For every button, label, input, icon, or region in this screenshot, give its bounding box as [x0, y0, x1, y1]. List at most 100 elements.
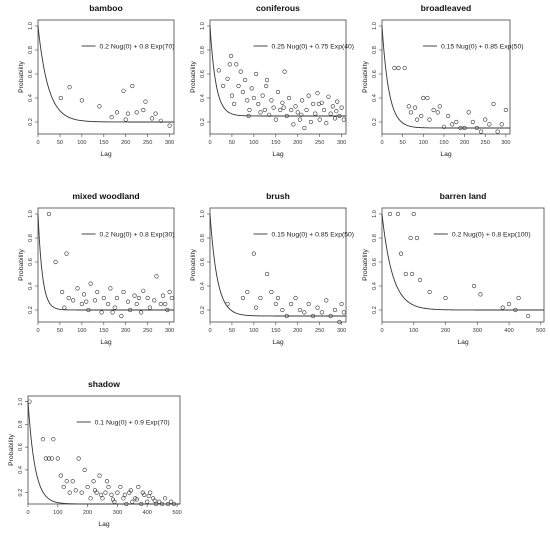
- data-point: [109, 492, 114, 498]
- data-point: [106, 484, 111, 490]
- data-point: [58, 473, 63, 478]
- plot-frame: [209, 207, 347, 323]
- plot-frame: [209, 19, 347, 135]
- data-point: [306, 301, 311, 307]
- data-point: [146, 493, 151, 499]
- data-point: [163, 301, 168, 307]
- data-point: [106, 301, 111, 307]
- x-tick-label: 100: [249, 328, 258, 334]
- data-point: [256, 101, 261, 107]
- data-point: [67, 85, 72, 90]
- y-tick-label: 0.4: [372, 94, 378, 102]
- y-tick-label: 0.4: [18, 466, 24, 474]
- y-tick-label: 1.0: [200, 210, 206, 218]
- data-point: [282, 69, 287, 74]
- data-point: [225, 301, 230, 307]
- data-point: [289, 107, 294, 113]
- data-point: [487, 122, 492, 127]
- data-point: [454, 119, 459, 125]
- y-tick-label: 1.0: [18, 398, 24, 406]
- data-point: [300, 98, 305, 103]
- data-point: [304, 107, 309, 113]
- data-point: [141, 288, 146, 293]
- data-point: [136, 484, 141, 490]
- data-point: [478, 292, 483, 297]
- y-axis-label: Probability: [362, 61, 369, 93]
- y-tick-label: 0.6: [28, 258, 34, 266]
- data-point: [247, 107, 252, 113]
- data-point: [478, 129, 484, 134]
- data-point: [88, 281, 93, 286]
- data-point: [403, 271, 408, 277]
- data-point: [302, 310, 307, 315]
- data-point: [466, 110, 471, 115]
- y-tick-label: 1.0: [372, 210, 378, 218]
- y-tick-label: 0.2: [200, 306, 206, 314]
- data-point: [332, 116, 338, 121]
- data-point: [62, 305, 67, 310]
- data-point: [82, 467, 87, 472]
- data-point: [79, 98, 84, 103]
- y-tick-label: 0.8: [18, 421, 24, 429]
- data-point: [108, 286, 113, 291]
- data-point: [260, 93, 265, 98]
- data-point: [443, 295, 448, 301]
- data-point: [134, 301, 139, 307]
- data-point: [280, 100, 285, 105]
- x-tick-label: 300: [337, 328, 346, 334]
- x-tick-label: 50: [229, 328, 235, 334]
- x-tick-label: 100: [77, 328, 86, 334]
- data-point: [499, 122, 504, 127]
- x-tick-label: 0: [208, 328, 211, 334]
- data-point: [132, 293, 137, 298]
- plot-frame: [37, 207, 175, 323]
- y-axis-label: Probability: [18, 61, 25, 93]
- data-point: [227, 62, 232, 67]
- data-point: [264, 83, 269, 89]
- data-point: [398, 251, 404, 256]
- data-point: [337, 113, 342, 119]
- x-tick-label: 200: [83, 510, 92, 516]
- data-point: [315, 91, 320, 96]
- data-point: [98, 492, 104, 498]
- data-point: [109, 115, 114, 120]
- y-axis-label: Probability: [18, 249, 25, 281]
- data-point: [158, 118, 163, 123]
- plot-frame: [27, 395, 181, 505]
- data-point: [273, 301, 278, 307]
- data-point: [319, 310, 324, 315]
- legend-label: 0.2 Nug(0) + 0.8 Exp(30): [100, 231, 175, 238]
- data-point: [273, 117, 278, 122]
- data-point: [291, 122, 296, 127]
- data-point: [269, 289, 274, 295]
- x-tick-label: 400: [143, 510, 152, 516]
- data-point: [27, 399, 32, 404]
- data-point: [104, 479, 110, 484]
- data-point: [299, 112, 304, 117]
- data-point: [427, 289, 432, 295]
- data-point: [284, 113, 289, 119]
- data-point: [458, 125, 463, 131]
- data-point: [408, 110, 414, 115]
- y-tick-label: 0.2: [28, 118, 34, 126]
- data-point: [406, 104, 411, 109]
- data-point: [437, 104, 442, 109]
- data-point: [297, 117, 303, 122]
- x-tick-label: 150: [271, 140, 280, 146]
- data-point: [225, 76, 230, 81]
- x-tick-label: 100: [419, 140, 428, 146]
- panel-broadleaved: broadleaved 0 50 100 150 200 250 300 0.2 0.4 0.6 0.…: [362, 3, 524, 158]
- x-tick-label: 200: [460, 140, 469, 146]
- data-point: [160, 501, 165, 507]
- x-tick-label: 400: [504, 328, 513, 334]
- data-point: [55, 456, 60, 461]
- data-point: [232, 101, 237, 107]
- x-tick-label: 250: [315, 140, 324, 146]
- data-point: [326, 94, 331, 99]
- data-point: [240, 89, 246, 95]
- data-point: [79, 490, 84, 495]
- data-point: [165, 307, 170, 313]
- data-point: [123, 117, 128, 122]
- data-point: [49, 456, 54, 461]
- x-tick-label: 150: [439, 140, 448, 146]
